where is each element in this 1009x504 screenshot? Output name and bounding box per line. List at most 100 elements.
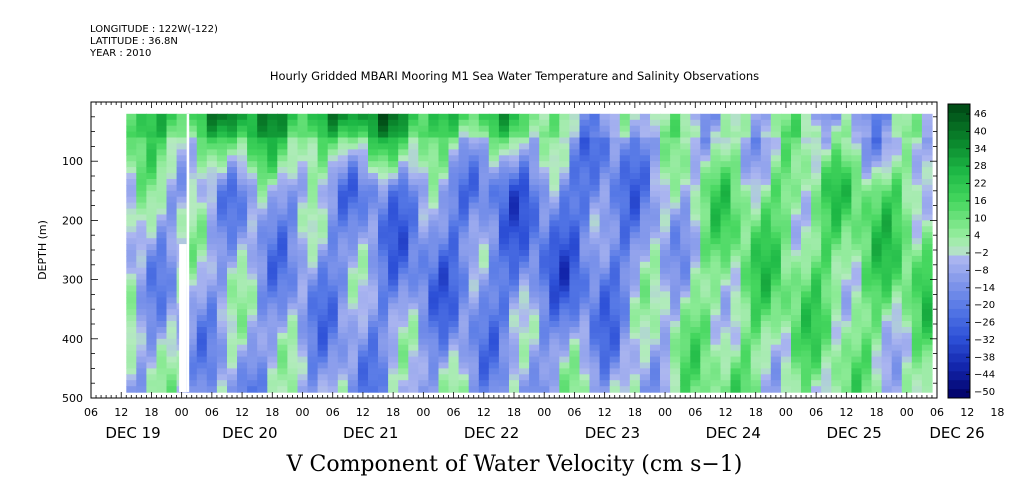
heatmap-cell: [418, 220, 429, 227]
heatmap-cell: [539, 184, 550, 192]
heatmap-cell: [357, 119, 369, 127]
heatmap-cell: [136, 220, 147, 227]
heatmap-cell: [881, 374, 893, 381]
heatmap-cell: [529, 250, 540, 257]
heatmap-cell: [690, 362, 701, 369]
heatmap-cell: [639, 214, 651, 221]
heatmap-cell: [760, 291, 772, 298]
heatmap-cell: [448, 374, 460, 381]
heatmap-cell: [257, 374, 268, 381]
heatmap-cell: [347, 386, 359, 393]
heatmap-cell: [317, 149, 329, 156]
heatmap-cell: [740, 137, 752, 144]
heatmap-cell: [760, 190, 772, 198]
heatmap-cell: [629, 327, 641, 334]
heatmap-cell: [478, 309, 490, 316]
heatmap-cell: [267, 208, 278, 216]
heatmap-cell: [670, 113, 681, 121]
heatmap-cell: [136, 303, 147, 310]
heatmap-cell: [156, 273, 168, 281]
heatmap-cell: [609, 344, 621, 352]
colorbar-swatch: [948, 335, 970, 345]
heatmap-cell: [690, 303, 701, 310]
heatmap-cell: [166, 119, 178, 127]
heatmap-cell: [478, 208, 490, 216]
heatmap-cell: [690, 155, 701, 162]
heatmap-cell: [468, 321, 480, 328]
heatmap-cell: [831, 184, 842, 192]
heatmap-cell: [206, 368, 218, 375]
heatmap-cell: [347, 327, 359, 334]
heatmap-cell: [690, 137, 701, 144]
heatmap-cell: [509, 179, 520, 186]
heatmap-cell: [901, 155, 913, 162]
heatmap-cell: [891, 238, 903, 245]
heatmap-cell: [650, 303, 661, 310]
heatmap-cell: [801, 232, 812, 239]
heatmap-cell: [720, 362, 732, 369]
heatmap-cell: [458, 362, 470, 369]
heatmap-cell: [821, 386, 832, 393]
heatmap-cell: [227, 344, 238, 352]
heatmap-cell: [136, 119, 147, 127]
heatmap-cell: [196, 220, 208, 227]
heatmap-cell: [509, 380, 520, 387]
heatmap-cell: [146, 327, 158, 334]
heatmap-cell: [156, 137, 168, 144]
heatmap-cell: [438, 338, 450, 346]
heatmap-cell: [458, 303, 470, 310]
heatmap-cell: [911, 137, 923, 144]
heatmap-cell: [539, 232, 550, 239]
heatmap-cell: [700, 261, 711, 269]
heatmap-cell: [891, 344, 903, 352]
heatmap-cell: [791, 368, 802, 375]
heatmap-cell: [881, 119, 893, 127]
heatmap-cell: [347, 368, 359, 375]
heatmap-cell: [498, 279, 510, 287]
heatmap-cell: [307, 356, 319, 364]
heatmap-cell: [428, 374, 440, 381]
heatmap-cell: [881, 143, 893, 150]
heatmap-cell: [760, 315, 772, 322]
heatmap-cell: [569, 380, 581, 387]
heatmap-cell: [579, 196, 591, 204]
heatmap-cell: [740, 244, 752, 251]
heatmap-cell: [166, 143, 178, 150]
heatmap-cell: [650, 131, 661, 139]
heatmap-cell: [690, 386, 701, 393]
heatmap-cell: [136, 255, 147, 263]
heatmap-cell: [559, 173, 570, 180]
heatmap-cell: [498, 315, 510, 322]
heatmap-cell: [639, 131, 651, 139]
heatmap-cell: [720, 202, 732, 210]
heatmap-cell: [237, 350, 248, 358]
heatmap-cell: [196, 321, 208, 328]
heatmap-cell: [448, 190, 460, 198]
heatmap-cell: [156, 220, 168, 227]
heatmap-cell: [780, 149, 792, 156]
heatmap-cell: [378, 350, 389, 358]
heatmap-cell: [378, 226, 389, 233]
heatmap-cell: [720, 220, 732, 227]
heatmap-cell: [297, 190, 309, 198]
heatmap-cell: [368, 273, 379, 281]
heatmap-cell: [438, 226, 450, 233]
heatmap-cell: [347, 250, 359, 257]
heatmap-cell: [478, 321, 490, 328]
heatmap-cell: [680, 309, 691, 316]
heatmap-cell: [670, 125, 681, 133]
heatmap-cell: [660, 350, 671, 358]
heatmap-cell: [378, 297, 389, 304]
heatmap-cell: [297, 131, 309, 139]
heatmap-cell: [901, 255, 913, 263]
heatmap-cell: [488, 125, 500, 133]
heatmap-cell: [307, 350, 319, 358]
heatmap-cell: [851, 297, 863, 304]
heatmap-cell: [277, 362, 288, 369]
heatmap-cell: [488, 143, 500, 150]
heatmap-cell: [408, 119, 419, 127]
heatmap-cell: [680, 261, 691, 269]
heatmap-cell: [740, 321, 752, 328]
heatmap-cell: [317, 279, 329, 287]
